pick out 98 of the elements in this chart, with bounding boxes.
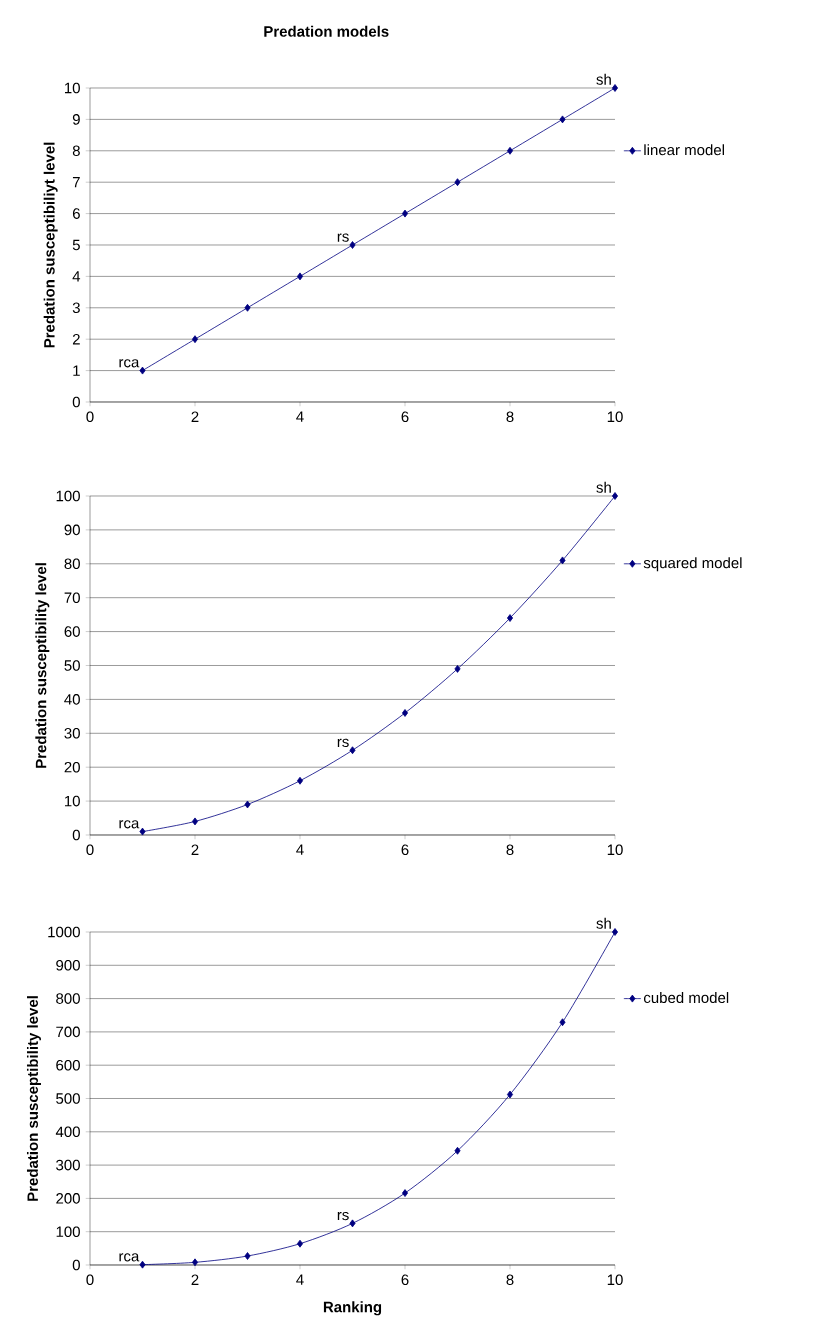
- point: [559, 115, 566, 124]
- x-tick-label: 0: [86, 411, 94, 423]
- point: [401, 709, 409, 717]
- y-tick-label: 10: [64, 82, 80, 94]
- y-tick-label: 10: [64, 795, 80, 807]
- y-tick-label: 0: [72, 829, 80, 841]
- annotation: rs: [337, 233, 349, 242]
- x-tick-label: 4: [296, 1274, 304, 1285]
- chart-title: Predation models: [264, 25, 389, 37]
- y-tick-label: 40: [64, 694, 80, 705]
- x-tick-label: 0: [86, 844, 94, 856]
- y-axis-title: Predation susceptibility level: [26, 996, 41, 1201]
- y-tick-label: 300: [56, 1159, 80, 1171]
- point: [139, 827, 146, 836]
- y-axis-title: Predation susceptibility level: [35, 563, 50, 768]
- y-tick-label: 8: [72, 145, 80, 157]
- y-tick-label: 100: [56, 490, 80, 502]
- point: [139, 366, 146, 375]
- point: [506, 614, 514, 622]
- point: [349, 746, 356, 755]
- point: [401, 209, 409, 218]
- x-tick-label: 4: [296, 844, 304, 855]
- x-tick-label: 0: [86, 1274, 94, 1286]
- point: [296, 776, 304, 785]
- point: [559, 556, 566, 565]
- y-tick-label: 500: [56, 1093, 80, 1104]
- point: [244, 303, 251, 312]
- point: [401, 1189, 409, 1197]
- point: [139, 1260, 146, 1269]
- x-tick-label: 10: [607, 1274, 623, 1286]
- point: [244, 1252, 251, 1260]
- x-tick-label: 8: [506, 844, 514, 856]
- legend-label: squared model: [643, 557, 742, 572]
- point: [611, 84, 619, 92]
- x-tick-label: 6: [401, 411, 409, 423]
- y-tick-label: 0: [72, 1259, 80, 1271]
- annotation: rca: [119, 820, 140, 829]
- y-tick-label: 600: [56, 1059, 80, 1071]
- x-tick-label: 6: [401, 1274, 409, 1286]
- y-tick-label: 700: [56, 1026, 80, 1038]
- y-tick-label: 4: [72, 271, 81, 282]
- point: [506, 146, 514, 155]
- y-tick-label: 7: [72, 177, 80, 188]
- point: [191, 1258, 199, 1267]
- x-tick-label: 10: [607, 411, 623, 423]
- y-tick-label: 2: [72, 333, 80, 345]
- point: [454, 664, 461, 673]
- point: [191, 335, 199, 344]
- annotation: sh: [596, 73, 611, 85]
- point: [454, 178, 461, 187]
- y-tick-label: 5: [72, 239, 80, 251]
- y-tick-label: 9: [72, 114, 80, 125]
- y-tick-label: 30: [64, 727, 80, 739]
- annotation: sh: [596, 481, 611, 493]
- legend-label: cubed model: [643, 992, 729, 1004]
- y-tick-label: 800: [56, 993, 80, 1004]
- y-axis-title: Predation susceptibiliyt level: [43, 142, 58, 348]
- y-tick-label: 3: [72, 302, 80, 314]
- y-tick-label: 1: [73, 365, 80, 376]
- y-tick-label: 80: [64, 558, 80, 570]
- point: [191, 817, 199, 826]
- y-tick-label: 1000: [48, 926, 80, 938]
- x-tick-label: 2: [191, 411, 199, 422]
- y-tick-label: 20: [64, 761, 80, 773]
- point: [559, 1018, 566, 1027]
- point: [349, 1219, 356, 1228]
- legend-label: linear model: [644, 144, 724, 156]
- x-tick-label: 4: [296, 411, 304, 422]
- y-tick-label: 200: [56, 1193, 80, 1204]
- y-tick-label: 900: [56, 959, 80, 971]
- y-tick-label: 0: [72, 396, 80, 408]
- annotation: rca: [119, 359, 140, 368]
- point: [244, 800, 251, 809]
- x-tick-label: 2: [191, 844, 199, 855]
- point: [349, 241, 356, 249]
- x-tick-label: 8: [506, 1274, 514, 1286]
- point: [296, 1239, 304, 1248]
- point: [611, 492, 619, 500]
- y-tick-label: 400: [55, 1126, 80, 1138]
- y-tick-label: 70: [64, 592, 80, 603]
- y-tick-label: 6: [72, 208, 80, 219]
- point: [506, 1090, 514, 1099]
- y-tick-label: 100: [56, 1226, 80, 1237]
- y-tick-label: 90: [64, 524, 80, 536]
- y-tick-label: 50: [64, 660, 80, 671]
- x-tick-label: 6: [401, 844, 409, 856]
- annotation: rs: [337, 738, 349, 748]
- annotation: sh: [596, 917, 611, 929]
- x-axis-title: Ranking: [323, 1301, 382, 1316]
- x-tick-label: 8: [506, 411, 514, 423]
- point: [454, 1146, 461, 1155]
- x-tick-label: 2: [191, 1274, 199, 1285]
- point: [611, 928, 619, 936]
- annotation: rca: [119, 1253, 140, 1262]
- point: [296, 272, 304, 281]
- y-tick-label: 60: [64, 626, 80, 637]
- x-tick-label: 10: [607, 844, 623, 856]
- annotation: rs: [337, 1211, 349, 1221]
